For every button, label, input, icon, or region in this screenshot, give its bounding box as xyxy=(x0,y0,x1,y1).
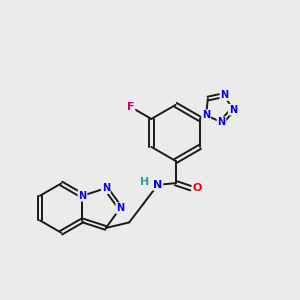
Text: N: N xyxy=(218,117,226,127)
Text: O: O xyxy=(193,183,202,193)
Text: N: N xyxy=(102,183,110,193)
Text: N: N xyxy=(78,191,86,201)
Text: N: N xyxy=(229,105,237,115)
Text: H: H xyxy=(140,177,149,187)
Text: N: N xyxy=(153,180,163,190)
Text: N: N xyxy=(220,90,228,100)
Text: N: N xyxy=(202,110,210,120)
Text: N: N xyxy=(116,203,124,213)
Text: F: F xyxy=(127,102,134,112)
